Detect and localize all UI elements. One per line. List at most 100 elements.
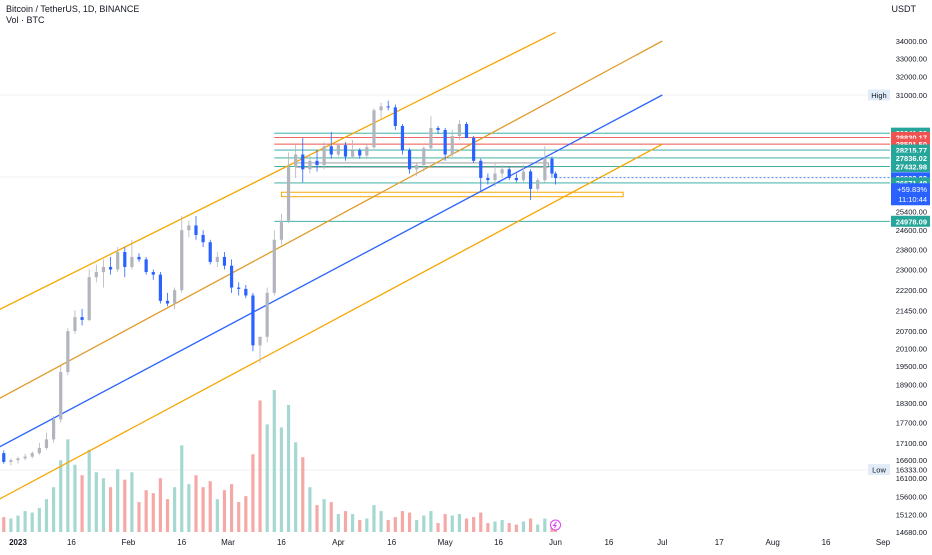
y-tick-label: 17100.00 [896, 439, 927, 448]
candle-body [137, 256, 141, 260]
volume-bar [151, 493, 155, 532]
volume-bar [294, 442, 298, 532]
candle-body [130, 256, 134, 267]
volume-bar [457, 514, 461, 532]
candle-body [272, 239, 276, 293]
x-tick-label: Jul [657, 538, 667, 547]
candle-body [215, 256, 219, 262]
candle-body [322, 146, 326, 166]
candle-body [244, 288, 248, 296]
candle-body [415, 165, 419, 170]
volume-bar [286, 404, 291, 532]
candle-body [343, 145, 348, 157]
volume-bar [407, 512, 412, 532]
candle-body [173, 290, 177, 304]
candle-body [258, 336, 262, 346]
x-axis-bg [0, 532, 932, 550]
candle-body [23, 456, 27, 459]
last-price-change: +59.83% [897, 185, 927, 194]
volume-bar [479, 512, 483, 532]
candle-body [536, 180, 540, 189]
candle-body [358, 150, 362, 156]
candle-body [443, 129, 447, 155]
candle-body [201, 234, 205, 243]
price-tag-bg [868, 89, 890, 101]
candle-body [237, 287, 241, 289]
candle-body [30, 453, 34, 457]
x-tick-label: Jun [549, 538, 562, 547]
volume-bar [393, 517, 397, 532]
volume-bar [486, 523, 490, 532]
volume-bar [16, 515, 20, 532]
candle-body [393, 107, 397, 126]
price-tag-label: High [871, 91, 886, 100]
candle-body [436, 127, 440, 130]
volume-bar [51, 487, 56, 532]
volume-bar [187, 484, 191, 532]
volume-bar [272, 390, 276, 532]
candle-body [400, 125, 405, 151]
price-label-bg [891, 160, 930, 172]
candle-body [457, 123, 461, 137]
price-tag-label: Low [872, 466, 886, 475]
x-tick-label: Feb [121, 538, 135, 547]
volume-bar [123, 479, 127, 532]
candle-body [73, 317, 77, 332]
candle-body [543, 158, 547, 181]
lightning-icon [552, 521, 557, 529]
candle-body [553, 173, 558, 178]
price-label-bg [891, 131, 930, 143]
volume-bar [400, 511, 405, 532]
volume-bar [73, 464, 77, 532]
symbol-legend[interactable]: Bitcoin / TetherUS, 1D, BINANCE [6, 4, 140, 14]
x-tick-label: 2023 [9, 538, 27, 547]
volume-bar [208, 481, 212, 532]
volume-legend[interactable]: Vol · BTC [6, 15, 45, 25]
y-tick-label: 23800.00 [896, 246, 927, 255]
volume-bar [436, 523, 440, 532]
volume-bar [514, 524, 518, 532]
x-tick-label: Sep [876, 538, 891, 547]
y-tick-label: 34000.00 [896, 37, 927, 46]
volume-bar [144, 490, 148, 532]
volume-bar [222, 490, 227, 532]
volume-bar [130, 472, 134, 532]
price-label: 27432.98 [896, 162, 927, 171]
y-tick-label: 14680.00 [896, 528, 927, 537]
volume-bar [108, 487, 113, 532]
candle-body [407, 150, 412, 170]
volume-bar [472, 517, 476, 532]
candle-body [429, 127, 433, 149]
y-tick-label: 22200.00 [896, 286, 927, 295]
candle-body [94, 272, 98, 278]
candle-body [123, 251, 127, 267]
candle-body [2, 453, 6, 462]
price-label: 28830.17 [896, 133, 927, 142]
x-tick-label: 16 [177, 538, 186, 547]
volume-bar [229, 484, 234, 532]
volume-bar [265, 424, 269, 532]
x-tick-label: Mar [221, 538, 235, 547]
candle-body [279, 220, 284, 240]
candle-body [450, 136, 454, 155]
volume-bar [9, 518, 13, 532]
volume-bar [521, 521, 526, 532]
candle-body [514, 177, 518, 181]
volume-bar [372, 505, 376, 532]
volume-bar [343, 511, 348, 532]
volume-bar [87, 449, 91, 532]
candle-body [301, 154, 305, 170]
volume-bar [336, 514, 340, 532]
x-tick-label: 16 [67, 538, 76, 547]
volume-bar [329, 502, 333, 532]
candle-body [158, 274, 162, 301]
x-tick-label: 16 [277, 538, 286, 547]
volume-bar [358, 520, 362, 532]
candle-body [422, 148, 426, 166]
candle-body [16, 458, 20, 461]
candle-body [294, 154, 298, 168]
volume-bar [386, 520, 390, 532]
zone-box [280, 191, 624, 198]
